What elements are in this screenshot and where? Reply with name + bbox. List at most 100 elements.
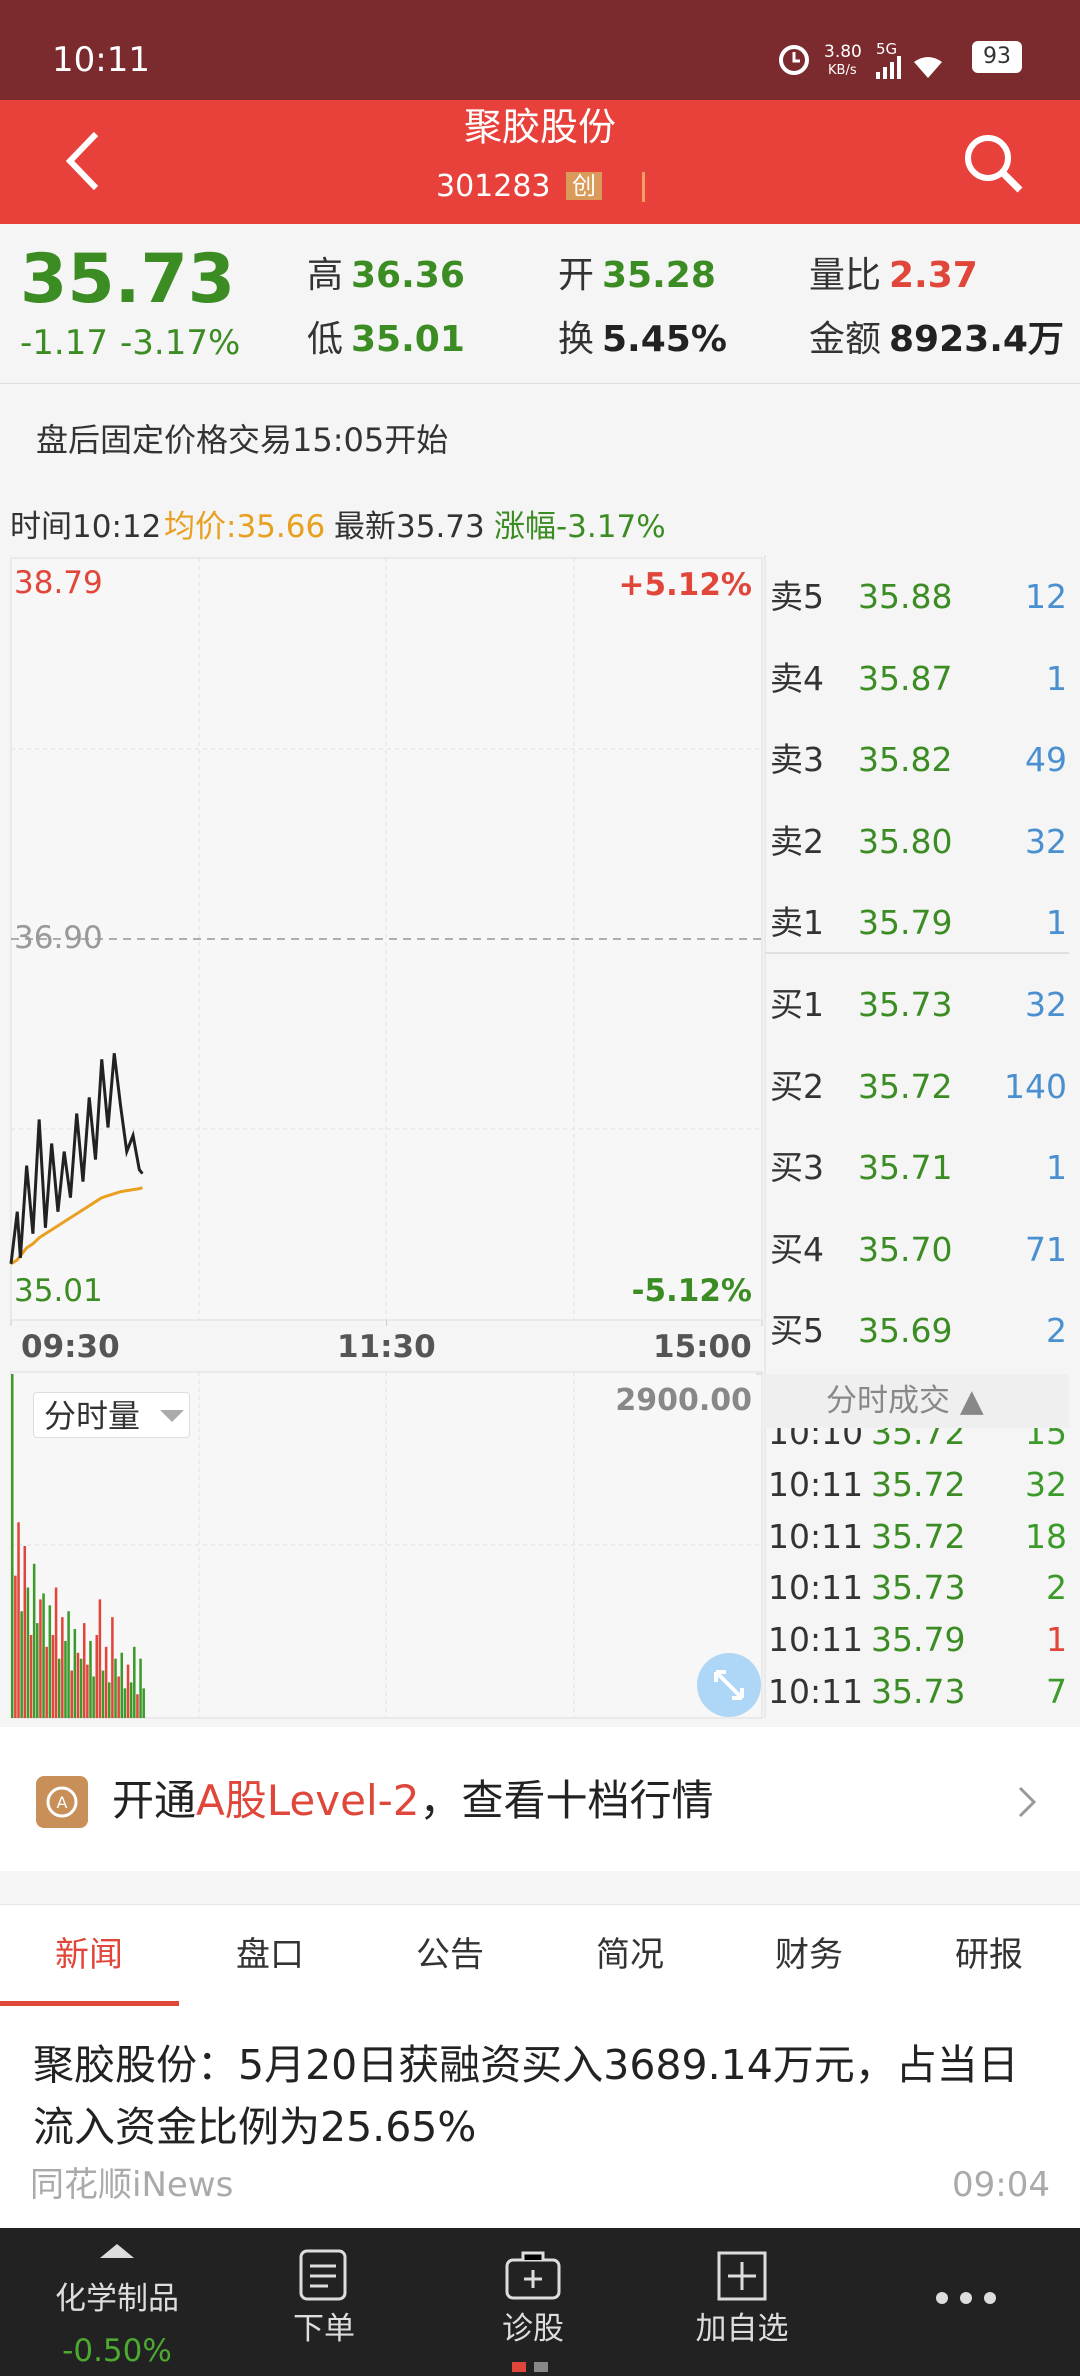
back-button[interactable]: [60, 128, 110, 194]
volume-bar: [54, 1587, 58, 1718]
tab[interactable]: 简况: [596, 1935, 664, 1975]
intraday-chart: [9, 555, 1069, 1719]
volume-bar: [120, 1652, 124, 1718]
tab[interactable]: 盘口: [236, 1935, 304, 1975]
avg-line: [10, 1186, 143, 1266]
stat-label: 金额: [809, 319, 882, 360]
volume-bar: [142, 1688, 145, 1718]
tab[interactable]: 新闻: [55, 1935, 123, 1975]
trade-price: 35.79: [871, 1620, 966, 1660]
volume-bar: [82, 1623, 86, 1718]
stock-name: 聚胶股份: [463, 105, 616, 149]
status-bar: [0, 0, 1080, 100]
nav-item[interactable]: 下单: [293, 2311, 355, 2347]
battery: [972, 41, 1022, 73]
y-tick-label: 35.01: [14, 1273, 103, 1309]
nav-item[interactable]: 诊股: [502, 2311, 564, 2347]
volume-bar: [95, 1634, 99, 1718]
volume-bar: [42, 1593, 45, 1718]
book-qty: 1: [1046, 903, 1067, 943]
volume-bar: [73, 1629, 77, 1718]
volume-bar: [123, 1688, 127, 1718]
volume-bar: [92, 1676, 95, 1718]
book-label: 买4: [770, 1229, 824, 1269]
trades-title: 分时成交 ▲: [826, 1383, 984, 1419]
status-time: 10:11: [52, 40, 150, 80]
page-indicator: [512, 2362, 548, 2372]
nav-item[interactable]: 加自选: [695, 2311, 789, 2347]
sector-name[interactable]: 化学制品: [55, 2281, 179, 2317]
book-price: 35.79: [858, 903, 953, 943]
volume-bar: [45, 1646, 48, 1718]
search-button[interactable]: [960, 130, 1026, 196]
level2-prefix: 开通: [112, 1776, 197, 1825]
stock-code: 301283: [436, 169, 551, 204]
volume-bar: [57, 1658, 61, 1718]
stat-label: 高: [307, 255, 344, 296]
volume-bar: [98, 1599, 102, 1718]
dropdown-icon: [160, 1410, 184, 1422]
volume-bar: [136, 1694, 139, 1718]
trade-qty: 32: [1025, 1464, 1067, 1504]
tab[interactable]: 财务: [775, 1935, 843, 1975]
book-label: 卖5: [770, 577, 824, 616]
volume-bar: [32, 1563, 36, 1718]
volume-bar: [126, 1664, 130, 1718]
news-title: 聚胶股份：5月20日获融资买入3689.14万元，占当日流入资金比例为25.65…: [33, 2041, 1019, 2151]
level2-banner[interactable]: [0, 1727, 1080, 1871]
diagnose-icon: [505, 2251, 561, 2300]
trades-list: 10:10 35.72 15 10:11 35.72 32 10:11 35.72 18 10:1…: [765, 1428, 1069, 1718]
volume-bar: [61, 1617, 64, 1718]
header-bar: [0, 100, 1080, 224]
volume-bar: [111, 1617, 114, 1718]
tab[interactable]: 研报: [955, 1935, 1023, 1975]
level2-icon: A: [36, 1776, 88, 1828]
trade-price: 35.73: [871, 1672, 966, 1711]
trade-price: 35.73: [871, 1568, 966, 1608]
trade-price: 35.72: [871, 1464, 966, 1504]
trade-time: 10:11: [768, 1672, 864, 1711]
book-qty: 1: [1046, 1148, 1067, 1188]
x-tick-label: 15:00: [653, 1329, 752, 1365]
battery-level: 93: [983, 44, 1011, 69]
expand-button[interactable]: [696, 1652, 762, 1718]
tab-bar: [0, 1904, 1080, 2010]
volume-bar: [70, 1670, 73, 1718]
trade-price: 35.72: [871, 1428, 966, 1452]
book-price: 35.69: [858, 1311, 953, 1351]
volume-bar: [108, 1682, 111, 1718]
volume-max-label: 2900.00: [615, 1383, 752, 1418]
pct-label: -5.12%: [631, 1273, 752, 1309]
volume-bar: [11, 1374, 14, 1718]
more-button[interactable]: [934, 2290, 998, 2306]
book-label: 卖4: [770, 658, 824, 698]
news-item[interactable]: [0, 2008, 1080, 2228]
volume-selector[interactable]: [33, 1392, 190, 1438]
panel-grid: [11, 558, 762, 1718]
tab[interactable]: 公告: [416, 1935, 484, 1975]
book-price: 35.71: [858, 1148, 953, 1188]
book-qty: 140: [1004, 1066, 1067, 1106]
svg-text:A: A: [57, 1793, 68, 1812]
level2-text: 开通A股Level-2，查看十档行情: [112, 1780, 714, 1822]
book-qty: 2: [1046, 1311, 1067, 1351]
price-change: -1.17: [20, 323, 108, 363]
price-line: [9, 1053, 144, 1265]
volume-bar: [114, 1658, 117, 1718]
book-qty: 32: [1025, 985, 1067, 1024]
trade-qty: 1: [1046, 1620, 1067, 1660]
order-icon: [299, 2249, 347, 2301]
alarm-icon: [779, 45, 809, 75]
net-speed: 3.80: [824, 42, 862, 62]
trades-header: [765, 1374, 1069, 1428]
volume-bar: [26, 1587, 30, 1718]
book-price: 35.72: [858, 1066, 953, 1106]
stat-value: 36.36: [351, 255, 465, 296]
tab-underline: [0, 2001, 179, 2006]
x-tick-label: 09:30: [21, 1329, 120, 1365]
divider: [0, 383, 1080, 384]
book-label: 买5: [770, 1311, 824, 1351]
book-price: 35.88: [858, 577, 953, 616]
trade-price: 35.72: [871, 1516, 966, 1556]
